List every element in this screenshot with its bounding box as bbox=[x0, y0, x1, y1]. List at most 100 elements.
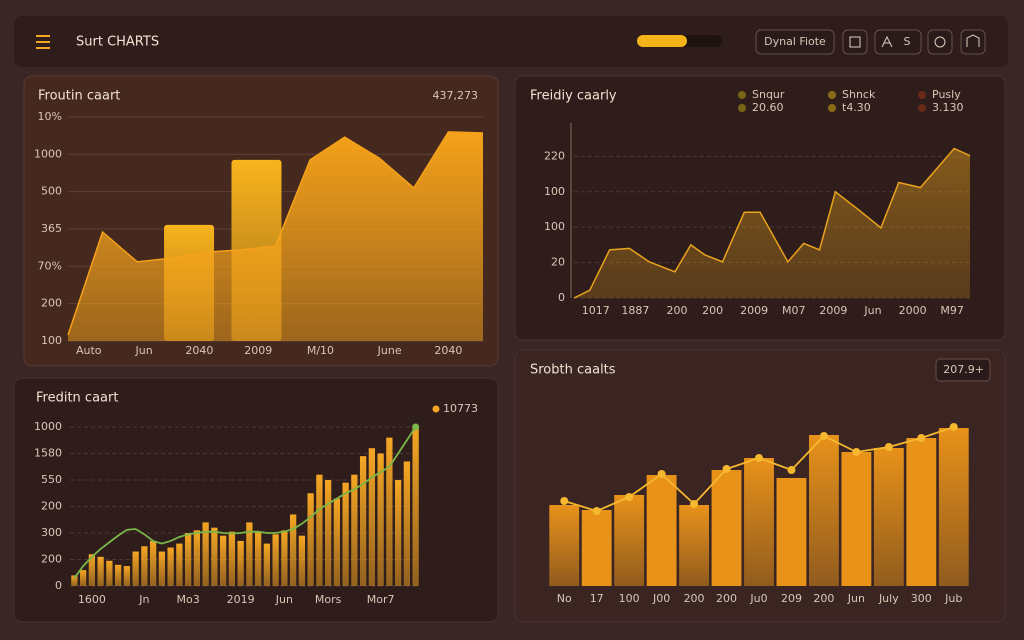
bar bbox=[873, 448, 904, 586]
bar bbox=[614, 495, 645, 586]
y-tick-label: 220 bbox=[544, 149, 565, 162]
legend-dot bbox=[738, 104, 746, 112]
y-tick-label: 10% bbox=[38, 110, 62, 123]
bar bbox=[412, 427, 419, 586]
x-tick-label: 1887 bbox=[621, 304, 649, 317]
bar bbox=[646, 475, 677, 586]
icon-button[interactable] bbox=[927, 29, 953, 55]
bar bbox=[377, 453, 384, 586]
x-tick-label: 209 bbox=[781, 592, 802, 605]
y-tick-label: 0 bbox=[558, 291, 565, 304]
icon bbox=[881, 35, 893, 48]
x-tick-label: M/10 bbox=[307, 344, 334, 357]
point bbox=[949, 423, 958, 431]
point bbox=[690, 500, 699, 508]
bar bbox=[351, 474, 358, 586]
legend-label: Snqur bbox=[752, 88, 785, 101]
point bbox=[560, 497, 569, 505]
chart-title: Srobth caalts bbox=[530, 363, 616, 378]
bar bbox=[342, 482, 349, 586]
bar bbox=[246, 522, 253, 586]
area bbox=[574, 148, 970, 298]
bar bbox=[841, 452, 872, 586]
button[interactable] bbox=[755, 29, 835, 55]
legend-value: 20.60 bbox=[752, 101, 784, 114]
app-title: Surt CHARTS bbox=[76, 35, 159, 50]
legend-label: Pusly bbox=[932, 88, 961, 101]
point bbox=[884, 443, 893, 451]
bar bbox=[263, 543, 271, 586]
bar bbox=[368, 448, 376, 586]
x-tick-label: 1017 bbox=[582, 304, 610, 317]
bar bbox=[106, 560, 113, 586]
point bbox=[917, 434, 926, 442]
menu-icon[interactable] bbox=[36, 35, 50, 49]
y-tick-label: 100 bbox=[544, 185, 565, 198]
bar bbox=[97, 556, 104, 586]
x-tick-label: 17 bbox=[590, 592, 604, 605]
bar bbox=[581, 510, 612, 586]
icon-button[interactable] bbox=[842, 29, 868, 55]
bar bbox=[228, 531, 236, 586]
bar bbox=[324, 480, 332, 586]
icon bbox=[934, 36, 946, 48]
point bbox=[852, 448, 861, 456]
area-line bbox=[573, 147, 971, 299]
bar bbox=[776, 478, 807, 586]
x-tick-label: 2009 bbox=[740, 304, 768, 317]
y-tick-label: 100 bbox=[41, 334, 62, 347]
bar bbox=[149, 540, 157, 586]
y-tick-label: 300 bbox=[41, 526, 62, 539]
bar bbox=[298, 535, 306, 586]
chart-title: Freidiy caarly bbox=[530, 89, 617, 104]
x-tick-label: 200 bbox=[702, 304, 723, 317]
y-tick-label: 1000 bbox=[34, 420, 62, 433]
bar bbox=[549, 505, 580, 586]
bar bbox=[808, 435, 839, 586]
bar bbox=[272, 534, 279, 586]
bar bbox=[158, 551, 166, 586]
bar bbox=[219, 535, 227, 586]
legend-dot bbox=[918, 104, 926, 112]
x-tick-label: Jun bbox=[134, 344, 152, 357]
x-tick-label: Auto bbox=[76, 344, 102, 357]
bar bbox=[114, 564, 122, 586]
x-tick-label: Jun bbox=[275, 593, 293, 606]
x-tick-label: 2040 bbox=[185, 344, 213, 357]
progress-fill bbox=[637, 35, 687, 47]
bar bbox=[403, 461, 411, 586]
bar bbox=[79, 570, 87, 586]
bar bbox=[316, 474, 323, 586]
x-tick-label: 2009 bbox=[244, 344, 272, 357]
x-tick-label: M07 bbox=[782, 304, 806, 317]
bar bbox=[202, 522, 209, 586]
badge-dot bbox=[432, 405, 440, 413]
x-tick-label: July bbox=[878, 592, 899, 605]
x-tick-label: June bbox=[377, 344, 402, 357]
bar bbox=[359, 456, 367, 586]
bar bbox=[254, 531, 262, 586]
point bbox=[755, 454, 763, 462]
bar bbox=[386, 437, 393, 586]
button-label: Dynal Fiote bbox=[764, 35, 826, 48]
bar bbox=[71, 575, 78, 586]
legend-dot bbox=[738, 91, 746, 99]
y-tick-label: 365 bbox=[41, 222, 62, 235]
bar bbox=[193, 530, 201, 586]
bar bbox=[281, 530, 288, 586]
bar bbox=[176, 543, 183, 586]
bar bbox=[141, 546, 148, 586]
x-tick-label: 1600 bbox=[78, 593, 106, 606]
bar bbox=[938, 428, 969, 586]
x-tick-label: Mo3 bbox=[177, 593, 200, 606]
legend-label: Shnck bbox=[842, 88, 876, 101]
x-tick-label: No bbox=[557, 592, 572, 605]
legend-dot bbox=[918, 91, 926, 99]
x-tick-label: 2009 bbox=[819, 304, 847, 317]
y-tick-label: 200 bbox=[41, 500, 62, 513]
icon-button[interactable] bbox=[960, 29, 986, 55]
icon-button[interactable] bbox=[874, 29, 922, 55]
bar bbox=[307, 493, 314, 586]
x-tick-label: 2000 bbox=[899, 304, 927, 317]
